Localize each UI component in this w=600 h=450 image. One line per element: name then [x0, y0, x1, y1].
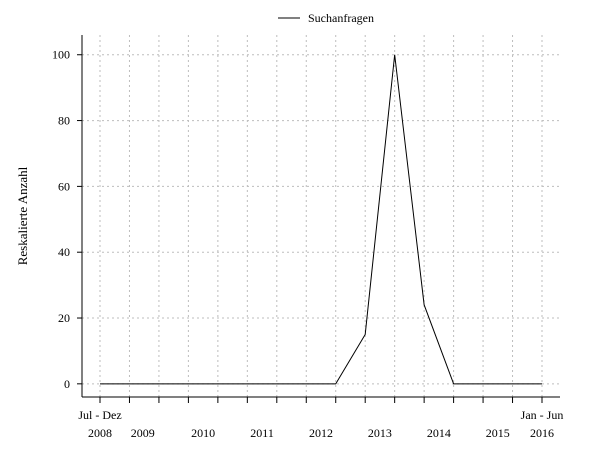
grid: [82, 35, 560, 397]
x-year-label: 2011: [250, 426, 274, 440]
series-layer: [99, 54, 543, 385]
x-year-label: 2010: [191, 426, 215, 440]
series-line: [100, 54, 542, 385]
x-year-label: 2013: [368, 426, 392, 440]
y-tick-label: 0: [64, 377, 70, 391]
x-year-label: 2008: [88, 426, 112, 440]
legend-label: Suchanfragen: [308, 11, 374, 25]
x-period-label: Jul - Dez: [78, 408, 121, 422]
x-year-label: 2009: [131, 426, 155, 440]
legend: Suchanfragen: [278, 11, 374, 25]
y-tick-label: 40: [58, 245, 70, 259]
y-tick-label: 100: [52, 48, 70, 62]
axis-labels: Reskalierte Anzahl: [15, 166, 30, 265]
y-tick-label: 60: [58, 179, 70, 193]
axes: 0 20 40 60 80 100 Jul - Dez Jan - Jun 2008 2009 20…: [52, 35, 563, 440]
y-axis-label: Reskalierte Anzahl: [15, 166, 30, 265]
x-period-label: Jan - Jun: [521, 408, 564, 422]
y-tick-label: 20: [58, 311, 70, 325]
x-year-label: 2014: [427, 426, 451, 440]
x-year-label: 2016: [530, 426, 554, 440]
x-year-label: 2012: [309, 426, 333, 440]
x-year-label: 2015: [486, 426, 510, 440]
y-tick-label: 80: [58, 114, 70, 128]
